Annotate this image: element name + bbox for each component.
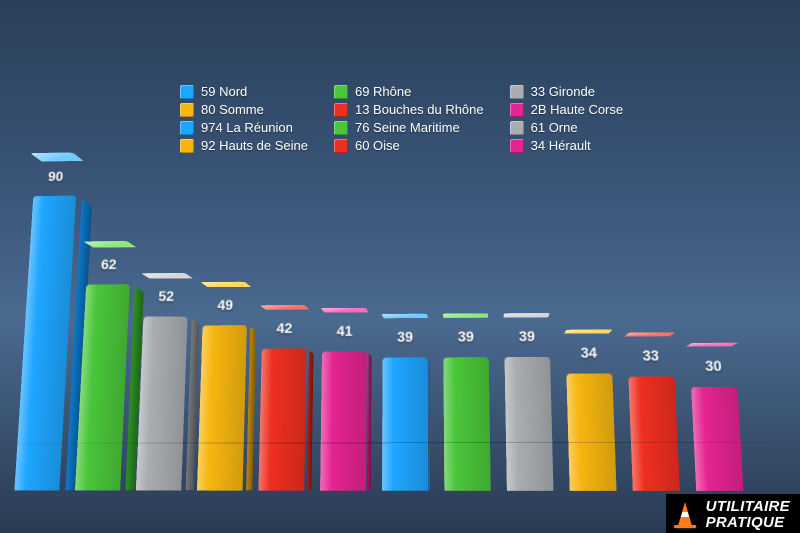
legend-swatch: [510, 103, 524, 117]
bar-value-label: 41: [322, 322, 367, 339]
brand-line2: PRATIQUE: [706, 515, 790, 530]
legend-swatch: [334, 121, 348, 135]
bar-face-top: [83, 241, 137, 248]
bar-face-front: [691, 387, 744, 491]
legend-item: 33 Gironde: [510, 84, 624, 99]
legend-item: 80 Somme: [180, 102, 308, 117]
bar: 33: [626, 378, 677, 491]
legend-item: 974 La Réunion: [180, 120, 308, 135]
traffic-cone-icon: [672, 500, 698, 530]
bar: 39: [383, 359, 429, 491]
bar-value-label: 39: [382, 328, 427, 345]
legend-item: 2B Haute Corse: [510, 102, 624, 117]
bar-face-side: [307, 350, 314, 490]
legend-swatch: [334, 85, 348, 99]
bar-value-label: 33: [627, 347, 674, 364]
bar: 39: [444, 359, 491, 491]
bar: 52: [141, 318, 192, 490]
legend-swatch: [180, 121, 194, 135]
legend-swatch: [510, 85, 524, 99]
bar-face-top: [260, 305, 310, 310]
legend-swatch: [510, 121, 524, 135]
bar-face-front: [566, 373, 616, 491]
bar-face-top: [200, 282, 251, 288]
bar-value-label: 62: [86, 256, 131, 272]
bar-face-side: [246, 327, 256, 490]
bar-face-top: [625, 332, 676, 336]
bar-value-label: 42: [262, 320, 307, 337]
legend-swatch: [334, 103, 348, 117]
bar: 62: [81, 287, 135, 491]
legend-label: 13 Bouches du Rhône: [355, 102, 484, 117]
bar-face-side: [428, 359, 430, 491]
brand-badge: UTILITAIRE PRATIQUE: [666, 494, 800, 533]
bar-face-front: [382, 357, 428, 491]
legend-label: 59 Nord: [201, 84, 247, 99]
legend-label: 34 Hérault: [531, 138, 591, 153]
legend-label: 33 Gironde: [531, 84, 595, 99]
legend-label: 76 Seine Maritime: [355, 120, 460, 135]
legend: 59 Nord 69 Rhône 33 Gironde 80 Somme 13 Bouc…: [180, 84, 623, 153]
legend-label: 61 Orne: [531, 120, 578, 135]
brand-line1: UTILITAIRE: [706, 499, 790, 514]
legend-item: 60 Oise: [334, 138, 484, 153]
bar: 41: [322, 353, 368, 491]
bar-face-front: [75, 284, 130, 491]
bar-value-label: 39: [504, 328, 550, 345]
bar-face-top: [141, 273, 194, 279]
legend-item: 61 Orne: [510, 120, 624, 135]
bar-face-front: [136, 316, 188, 490]
bar: 49: [201, 327, 250, 490]
bar: 42: [261, 350, 309, 490]
legend-label: 974 La Réunion: [201, 120, 293, 135]
legend-swatch: [180, 85, 194, 99]
legend-item: 69 Rhône: [334, 84, 484, 99]
bar-face-top: [503, 313, 550, 318]
legend-item: 92 Hauts de Seine: [180, 138, 308, 153]
bar-face-front: [258, 349, 306, 491]
bar-face-top: [443, 313, 489, 318]
bar-face-top: [381, 314, 428, 319]
legend-label: 2B Haute Corse: [531, 102, 624, 117]
bar-value-label: 90: [34, 168, 78, 184]
legend-item: 34 Hérault: [510, 138, 624, 153]
bar-face-front: [320, 351, 367, 490]
legend-swatch: [180, 103, 194, 117]
bar: 34: [565, 375, 615, 491]
bar-value-label: 34: [566, 344, 613, 361]
legend-item: 13 Bouches du Rhône: [334, 102, 484, 117]
bar-value-label: 52: [144, 288, 189, 304]
legend-swatch: [334, 139, 348, 153]
bar-face-front: [443, 357, 491, 491]
legend-label: 92 Hauts de Seine: [201, 138, 308, 153]
bar-face-top: [30, 152, 84, 161]
legend-label: 80 Somme: [201, 102, 264, 117]
bar-value-label: 49: [203, 296, 248, 313]
bar-face-front: [197, 325, 247, 491]
bar: 90: [21, 199, 82, 490]
legend-label: 60 Oise: [355, 138, 400, 153]
bar-face-top: [564, 329, 613, 333]
legend-swatch: [510, 139, 524, 153]
legend-item: 59 Nord: [180, 84, 308, 99]
bar-face-front: [628, 376, 680, 491]
bar-face-top: [320, 308, 369, 313]
bar-value-label: 30: [690, 357, 737, 374]
legend-swatch: [180, 139, 194, 153]
bar: 39: [504, 358, 552, 490]
bar: 30: [688, 388, 740, 491]
legend-item: 76 Seine Maritime: [334, 120, 484, 135]
bar-value-label: 39: [443, 328, 489, 345]
bar-face-front: [504, 357, 553, 491]
bar-face-top: [686, 343, 739, 347]
legend-label: 69 Rhône: [355, 84, 411, 99]
bar-face-side: [368, 353, 372, 491]
